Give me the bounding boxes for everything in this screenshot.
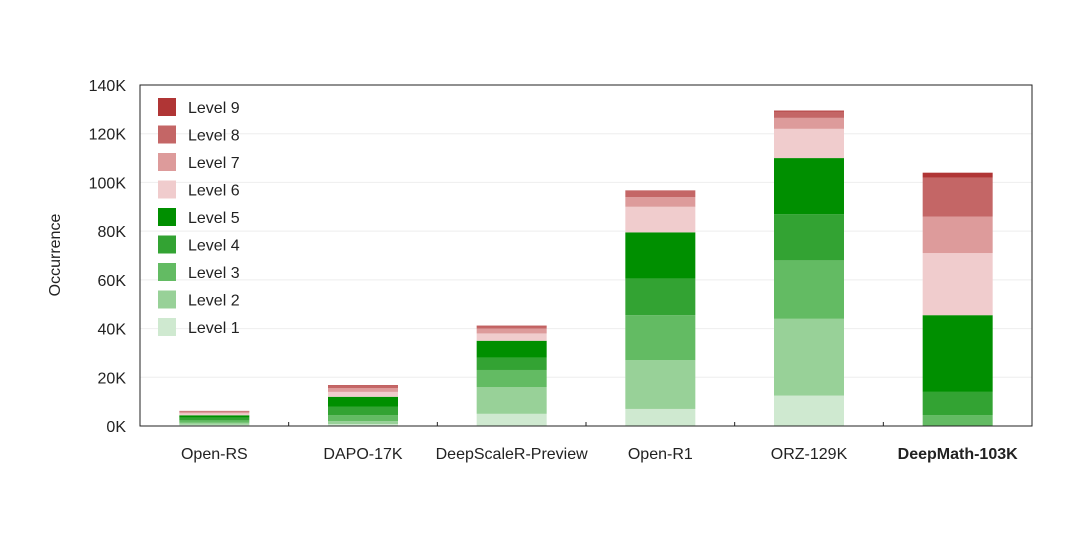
bars bbox=[179, 110, 993, 426]
bar-segment bbox=[625, 360, 696, 409]
legend-swatch bbox=[158, 208, 176, 226]
bar-segment bbox=[625, 408, 696, 426]
bar-segment bbox=[179, 415, 250, 418]
legend-label: Level 7 bbox=[188, 155, 240, 172]
x-tick-label: Open-RS bbox=[181, 446, 248, 463]
bar-segment bbox=[922, 172, 993, 178]
legend-swatch bbox=[158, 318, 176, 336]
grid-lines bbox=[140, 133, 1032, 378]
legend-swatch bbox=[158, 180, 176, 199]
y-tick-label: 20K bbox=[98, 370, 127, 387]
bar-segment bbox=[328, 388, 398, 392]
y-tick-label: 60K bbox=[98, 273, 127, 290]
legend-swatch bbox=[158, 125, 176, 144]
bar-segment bbox=[476, 369, 547, 388]
bar-segment bbox=[328, 424, 398, 426]
bar-segment bbox=[328, 385, 398, 389]
plot-frame bbox=[139, 84, 1033, 427]
y-tick-label: 140K bbox=[89, 78, 127, 95]
legend-swatch bbox=[158, 263, 176, 281]
bar-segment bbox=[328, 391, 398, 397]
y-tick-label: 40K bbox=[98, 322, 127, 339]
x-tick-label: ORZ-129K bbox=[771, 446, 848, 463]
bar-segment bbox=[476, 333, 547, 341]
bar-segment bbox=[922, 315, 993, 392]
legend-label: Level 3 bbox=[188, 265, 240, 282]
bar-segment bbox=[625, 315, 696, 361]
bar-segment bbox=[328, 415, 398, 422]
bar-segment bbox=[774, 158, 844, 215]
bar-segment bbox=[625, 197, 696, 207]
bar-segment bbox=[625, 232, 696, 279]
legend-label: Level 5 bbox=[188, 210, 240, 227]
bar-segment bbox=[179, 411, 250, 412]
bar-segment bbox=[476, 328, 547, 334]
legend-label: Level 4 bbox=[188, 238, 240, 255]
bar-segment bbox=[774, 110, 844, 112]
bar-segment bbox=[328, 406, 398, 416]
bar-segment bbox=[774, 260, 844, 319]
legend-label: Level 6 bbox=[188, 183, 240, 200]
bar-segment bbox=[179, 417, 250, 421]
bar-segment bbox=[922, 177, 993, 217]
legend-label: Level 9 bbox=[188, 100, 240, 117]
legend: Level 9 Level 8 Level 7 Level 6 Level 5 Level… bbox=[158, 98, 240, 337]
bar-segment bbox=[774, 117, 844, 129]
bar-segment bbox=[922, 415, 993, 426]
legend-label: Level 1 bbox=[188, 320, 240, 337]
bar-segment bbox=[774, 395, 844, 426]
x-tick-label: DAPO-17K bbox=[323, 446, 402, 463]
bar-segment bbox=[774, 111, 844, 118]
legend-swatch bbox=[158, 235, 176, 254]
x-axis: Open-RS DAPO-17K DeepScaleR-Preview Open-R1… bbox=[181, 422, 1018, 463]
y-tick-label: 80K bbox=[98, 224, 127, 241]
bar-segment bbox=[922, 253, 993, 316]
y-axis: 0K 20K 40K 60K 80K 100K 120K 140K bbox=[89, 78, 127, 436]
legend-swatch bbox=[158, 290, 176, 309]
bar-segment bbox=[476, 340, 547, 358]
bar-segment bbox=[179, 422, 250, 425]
bar-segment bbox=[476, 326, 547, 329]
bar-segment bbox=[774, 318, 844, 396]
y-tick-label: 120K bbox=[89, 127, 127, 144]
legend-label: Level 8 bbox=[188, 128, 240, 145]
bar-segment bbox=[476, 325, 547, 327]
legend-label: Level 2 bbox=[188, 293, 240, 310]
y-tick-label: 100K bbox=[89, 175, 127, 192]
bar-segment bbox=[328, 396, 398, 407]
bar-segment bbox=[179, 411, 250, 414]
bar-segment bbox=[922, 216, 993, 254]
bar-segment bbox=[774, 214, 844, 261]
bar-segment bbox=[179, 420, 250, 423]
bar-segment bbox=[179, 413, 250, 416]
bar-segment bbox=[774, 128, 844, 159]
bar-segment bbox=[476, 413, 547, 426]
bar-segment bbox=[179, 424, 250, 426]
bar-segment bbox=[476, 387, 547, 414]
legend-swatch bbox=[158, 98, 176, 116]
bar-segment bbox=[328, 421, 398, 425]
x-tick-label: Open-R1 bbox=[628, 446, 693, 463]
y-axis-title: Occurrence bbox=[47, 214, 64, 297]
legend-swatch bbox=[158, 153, 176, 171]
bar-segment bbox=[625, 190, 696, 198]
x-tick-label: DeepScaleR-Preview bbox=[436, 446, 589, 463]
bar-segment bbox=[625, 206, 696, 233]
bar-segment bbox=[922, 391, 993, 416]
bar-segment bbox=[625, 278, 696, 316]
bar-segment bbox=[476, 357, 547, 370]
x-tick-label: DeepMath-103K bbox=[898, 446, 1018, 463]
y-tick-label: 0K bbox=[106, 419, 126, 436]
